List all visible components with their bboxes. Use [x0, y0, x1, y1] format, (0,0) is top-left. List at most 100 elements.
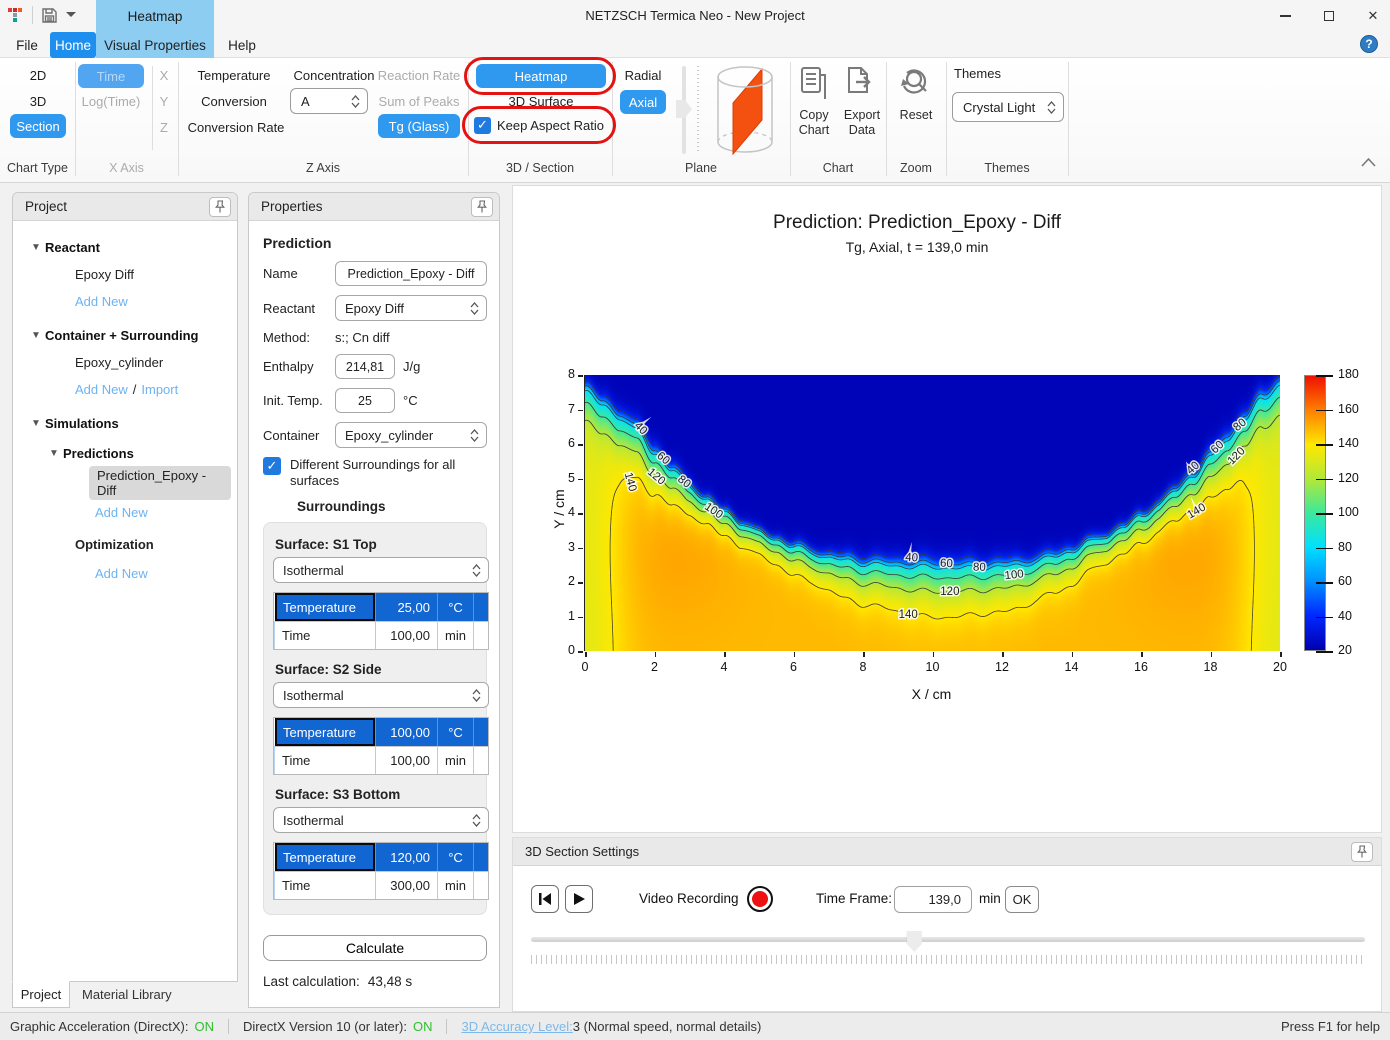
record-button[interactable]: [747, 886, 773, 912]
chart-type-3d-button[interactable]: 3D: [29, 93, 47, 109]
tree-node-simulations[interactable]: ▼ Simulations: [31, 415, 119, 431]
play-button[interactable]: [565, 885, 593, 913]
table-cell[interactable]: °C: [437, 593, 473, 621]
copy-chart-button[interactable]: Copy Chart: [798, 108, 830, 137]
spinner-arrows-icon[interactable]: [1047, 100, 1063, 114]
tree-item-epoxy-diff[interactable]: Epoxy Diff: [75, 266, 135, 282]
keep-aspect-ratio-checkbox[interactable]: ✓: [474, 116, 491, 134]
tree-item-prediction-selected[interactable]: Prediction_Epoxy - Diff: [89, 466, 231, 500]
table-cell[interactable]: °C: [437, 718, 473, 746]
heatmap-canvas[interactable]: [585, 375, 1280, 651]
table-cell[interactable]: [473, 843, 488, 871]
calculate-button[interactable]: Calculate: [263, 935, 487, 961]
time-slider-track[interactable]: [531, 931, 1365, 952]
qat-dropdown-icon[interactable]: [66, 11, 76, 19]
bottom-tab-project[interactable]: Project: [12, 981, 70, 1008]
bottom-tab-material-library[interactable]: Material Library: [82, 987, 172, 1002]
ok-button[interactable]: OK: [1005, 886, 1039, 913]
contextual-tab-heatmap[interactable]: Heatmap: [96, 0, 214, 32]
tab-visual-properties[interactable]: Visual Properties: [96, 32, 214, 58]
spinner-arrows-icon[interactable]: [351, 94, 367, 108]
add-new-optimization-link[interactable]: Add New: [95, 565, 148, 581]
plane-axial-button[interactable]: Axial: [620, 90, 666, 114]
concentration-select[interactable]: A: [290, 88, 368, 114]
table-cell[interactable]: 100,00: [375, 746, 437, 774]
minimize-button[interactable]: [1278, 9, 1292, 23]
accuracy-level-link[interactable]: 3D Accuracy Level:: [461, 1019, 573, 1034]
spinner-arrows-icon[interactable]: [470, 301, 486, 315]
spinner-arrows-icon[interactable]: [470, 428, 486, 442]
expand-arrow-icon[interactable]: ▼: [31, 417, 41, 429]
time-frame-input[interactable]: 139,0: [894, 886, 972, 913]
x-axis-time-button[interactable]: Time: [78, 64, 144, 88]
surface-3d-button[interactable]: 3D Surface: [508, 93, 574, 109]
expand-arrow-icon[interactable]: ▼: [31, 241, 41, 253]
z-axis-conversion-rate-button[interactable]: Conversion Rate: [187, 119, 285, 135]
table-cell[interactable]: min: [437, 621, 473, 649]
help-icon[interactable]: ?: [1360, 35, 1378, 53]
add-new-prediction-link[interactable]: Add New: [95, 504, 148, 520]
table-cell[interactable]: [473, 718, 488, 746]
table-cell[interactable]: [473, 621, 488, 649]
table-cell[interactable]: Time: [275, 621, 375, 649]
table-cell[interactable]: [473, 746, 488, 774]
spinner-arrows-icon[interactable]: [472, 813, 488, 827]
reset-zoom-button[interactable]: Reset: [899, 108, 933, 122]
reset-zoom-icon[interactable]: [899, 66, 933, 102]
prediction-name-input[interactable]: Prediction_Epoxy - Diff: [335, 261, 487, 286]
maximize-button[interactable]: [1322, 9, 1336, 23]
tree-node-optimization[interactable]: Optimization: [75, 536, 154, 552]
surface-s3-mode-select[interactable]: Isothermal: [273, 807, 489, 833]
tab-home[interactable]: Home: [50, 32, 96, 58]
reactant-select[interactable]: Epoxy Diff: [335, 295, 487, 321]
table-cell[interactable]: 100,00: [375, 621, 437, 649]
table-cell[interactable]: min: [437, 871, 473, 899]
copy-chart-icon[interactable]: [799, 66, 829, 102]
z-axis-reaction-rate-button[interactable]: Reaction Rate: [377, 67, 461, 83]
time-slider-thumb[interactable]: [906, 931, 922, 952]
export-data-button[interactable]: Export Data: [843, 108, 881, 137]
z-axis-sum-of-peaks-button[interactable]: Sum of Peaks: [378, 93, 460, 109]
add-new-reactant-link[interactable]: Add New: [75, 293, 128, 309]
pin-icon[interactable]: [209, 196, 231, 217]
tab-file[interactable]: File: [16, 37, 38, 53]
tab-help[interactable]: Help: [228, 37, 256, 53]
table-cell[interactable]: Temperature: [275, 718, 375, 746]
expand-arrow-icon[interactable]: ▼: [49, 447, 59, 459]
table-cell[interactable]: 120,00: [375, 843, 437, 871]
z-axis-conversion-button[interactable]: Conversion: [201, 93, 267, 109]
z-axis-temperature-button[interactable]: Temperature: [197, 67, 271, 83]
pin-icon[interactable]: [1351, 841, 1373, 862]
x-axis-y-button[interactable]: Y: [159, 93, 169, 109]
z-axis-concentration-button[interactable]: Concentration: [293, 67, 375, 83]
chart-type-section-button[interactable]: Section: [10, 114, 66, 138]
export-data-icon[interactable]: [845, 66, 875, 102]
table-cell[interactable]: 300,00: [375, 871, 437, 899]
add-new-container-link[interactable]: Add New: [75, 381, 128, 397]
table-cell[interactable]: [473, 871, 488, 899]
different-surroundings-checkbox[interactable]: ✓: [263, 457, 281, 475]
collapse-ribbon-icon[interactable]: [1361, 158, 1376, 167]
table-cell[interactable]: Time: [275, 871, 375, 899]
table-cell[interactable]: °C: [437, 843, 473, 871]
init-temp-input[interactable]: 25: [335, 388, 395, 413]
heatmap-button[interactable]: Heatmap: [476, 64, 606, 88]
close-button[interactable]: ✕: [1367, 8, 1379, 23]
tree-node-reactant[interactable]: ▼ Reactant: [31, 239, 100, 255]
table-cell[interactable]: [473, 593, 488, 621]
plane-slider-thumb[interactable]: [676, 100, 692, 118]
table-cell[interactable]: Temperature: [275, 593, 375, 621]
chart-type-2d-button[interactable]: 2D: [29, 67, 47, 83]
surface-s2-mode-select[interactable]: Isothermal: [273, 682, 489, 708]
surface-s1-mode-select[interactable]: Isothermal: [273, 557, 489, 583]
expand-arrow-icon[interactable]: ▼: [31, 329, 41, 341]
table-cell[interactable]: Temperature: [275, 843, 375, 871]
table-cell[interactable]: 100,00: [375, 718, 437, 746]
tree-node-container-surrounding[interactable]: ▼ Container + Surrounding: [31, 327, 199, 343]
skip-to-start-button[interactable]: [531, 885, 559, 913]
save-icon[interactable]: [41, 7, 58, 24]
import-container-link[interactable]: Import: [141, 381, 179, 397]
x-axis-z-button[interactable]: Z: [160, 119, 168, 135]
container-select[interactable]: Epoxy_cylinder: [335, 422, 487, 448]
